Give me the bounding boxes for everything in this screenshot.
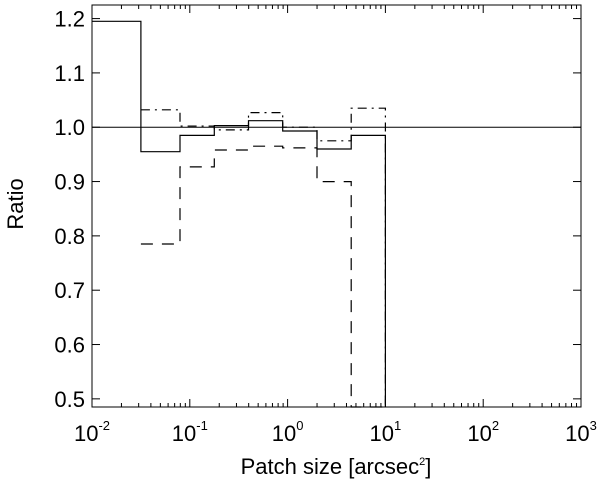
- x-tick-exp: -1: [196, 418, 208, 433]
- x-tick-base: 10: [74, 421, 98, 446]
- y-tick-label: 0.9: [54, 170, 85, 195]
- series-group: [92, 20, 386, 408]
- x-axis-label: Patch size [arcsec2]: [241, 454, 432, 479]
- x-tick-exp: -2: [98, 418, 110, 433]
- plot-frame: [91, 4, 582, 408]
- x-tick-base: 10: [172, 421, 196, 446]
- series-dashed: [140, 145, 386, 408]
- x-tick-base: 10: [370, 421, 394, 446]
- y-tick-label: 1.0: [54, 115, 85, 140]
- x-tick-exp: 1: [394, 418, 401, 433]
- x-axis-label-close: ]: [425, 454, 431, 479]
- y-tick-label: 1.1: [54, 61, 85, 86]
- series-solid: [92, 20, 386, 407]
- x-tick-exp: 2: [492, 418, 499, 433]
- y-tick-label: 0.5: [54, 387, 85, 412]
- y-tick-label: 0.8: [54, 224, 85, 249]
- y-axis-label: Ratio: [3, 178, 28, 229]
- y-tick-label: 0.7: [54, 278, 85, 303]
- x-axis-ticks: 10-2 10-1 100 101 102 103: [74, 5, 597, 446]
- x-tick-exp: 3: [590, 418, 597, 433]
- y-tick-label: 0.6: [54, 333, 85, 358]
- x-axis-label-sup: 2: [419, 456, 425, 468]
- x-tick-label: 10-1: [172, 418, 208, 446]
- y-tick-label: 1.2: [54, 7, 85, 32]
- x-tick-label: 100: [272, 418, 304, 446]
- x-axis-label-text: Patch size [arcsec: [241, 454, 420, 479]
- series-dashdot: [140, 107, 386, 407]
- x-tick-label: 103: [565, 418, 597, 446]
- x-tick-exp: 0: [296, 418, 303, 433]
- x-tick-base: 10: [467, 421, 491, 446]
- x-tick-label: 101: [370, 418, 402, 446]
- y-axis-ticks: 0.5 0.6 0.7 0.8 0.9 1.0 1.1 1.2: [54, 7, 581, 412]
- x-tick-base: 10: [272, 421, 296, 446]
- x-tick-label: 10-2: [74, 418, 110, 446]
- x-tick-label: 102: [467, 418, 499, 446]
- x-tick-base: 10: [565, 421, 589, 446]
